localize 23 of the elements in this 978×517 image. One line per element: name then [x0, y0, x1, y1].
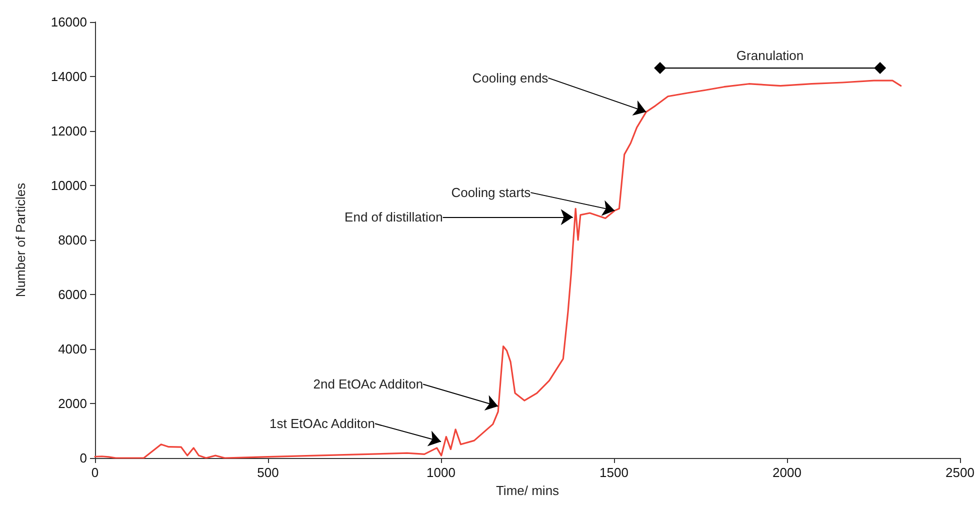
- annotation: Cooling ends: [472, 70, 549, 86]
- y-axis-title: Number of Particles: [13, 182, 28, 298]
- series-label: Granulation: [736, 48, 804, 64]
- x-tick-label: 1500: [600, 465, 628, 480]
- y-tick-label: 8000: [58, 232, 87, 248]
- x-tick-label: 2500: [946, 465, 974, 480]
- x-tick-label: 2000: [772, 465, 802, 480]
- y-tick-label: 16000: [50, 14, 87, 30]
- annotation: Cooling starts: [451, 185, 532, 200]
- x-tick-label: 500: [257, 465, 279, 480]
- annotation: 1st EtOAc Additon: [269, 416, 375, 432]
- y-tick-label: 4000: [58, 342, 87, 356]
- y-tick-label: 2000: [58, 396, 87, 411]
- y-tick-label: 0: [80, 450, 87, 466]
- y-tick-label: 12000: [50, 124, 87, 138]
- y-tick-label: 6000: [58, 287, 87, 302]
- x-tick-label: 1000: [426, 465, 456, 480]
- y-tick-label: 10000: [50, 178, 87, 193]
- annotation: End of distillation: [344, 210, 443, 225]
- annotation: 2nd EtOAc Additon: [313, 376, 424, 392]
- x-axis-title: Time/ mins: [496, 483, 560, 498]
- y-tick-label: 14000: [50, 69, 87, 84]
- x-tick-label: 0: [91, 465, 99, 480]
